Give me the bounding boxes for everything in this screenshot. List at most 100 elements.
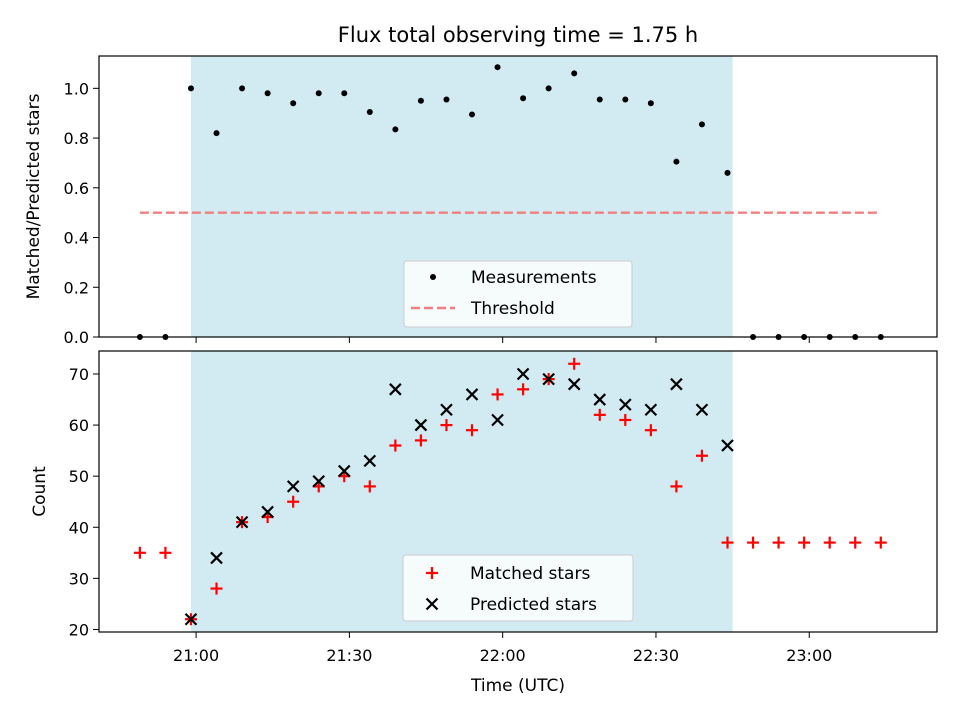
measurement-point [596, 96, 603, 103]
matched-star-point [287, 495, 300, 508]
top-x-ticks [195, 337, 810, 343]
matched-star-point [466, 424, 479, 437]
measurement-point [187, 85, 194, 92]
x-b [593, 393, 607, 406]
matched-star-point [517, 383, 530, 396]
top-y-tick-label: 0.2 [64, 278, 89, 297]
predicted-star-point [389, 383, 402, 396]
predicted-star-point [210, 551, 223, 565]
matched-star-point [747, 536, 760, 549]
top-y-axis-label: Matched/Predicted stars [24, 93, 44, 299]
matched-star-point [695, 449, 708, 462]
measurement-point [417, 97, 424, 104]
predicted-star-point [593, 393, 607, 406]
predicted-star-point [619, 398, 632, 411]
bottom-panel: 20 30 40 50 60 70 21:00 21:30 22:00 22:30 23:00 C… [30, 350, 938, 696]
predicted-star-point [261, 505, 274, 519]
bottom-y-tick-label: 40 [69, 518, 89, 537]
x-b [286, 480, 300, 493]
x-b [516, 367, 530, 381]
bottom-y-tick-label: 20 [69, 620, 89, 639]
measurement-point [571, 70, 578, 77]
top-panel: 0.0 0.2 0.4 0.6 0.8 1.0 Matched/Predicted sta… [24, 55, 938, 347]
predicted-star-point [184, 612, 198, 626]
top-y-tick-label: 0.6 [64, 179, 89, 198]
x-b [695, 403, 709, 417]
x-b [542, 372, 555, 386]
matched-star-point [440, 419, 453, 432]
bottom-x-ticks: 21:00 21:30 22:00 22:30 23:00 [173, 632, 832, 665]
x-b [567, 377, 581, 391]
predicted-star-point [286, 480, 300, 493]
bottom-legend: Matched stars Predicted stars [402, 554, 634, 622]
matched-star-point [568, 357, 581, 370]
x-b [312, 475, 325, 488]
x-b [389, 383, 402, 396]
legend-threshold-label: Threshold [470, 299, 555, 319]
matched-star-point [772, 536, 785, 549]
predicted-star-point [721, 439, 734, 452]
predicted-star-point [644, 403, 658, 417]
predicted-star-point [695, 403, 709, 417]
predicted-star-point [516, 367, 530, 381]
predicted-star-point [414, 418, 428, 432]
x-b [440, 403, 453, 417]
legend-matched-marker [426, 567, 438, 579]
top-y-tick-label: 0.0 [64, 328, 89, 347]
measurement-point [341, 90, 348, 97]
x-tick-label: 21:00 [173, 646, 219, 665]
legend-matched-label: Matched stars [470, 564, 590, 584]
matched-star-point [823, 536, 836, 549]
legend-predicted-marker [425, 597, 439, 611]
x-b [425, 597, 439, 611]
bottom-y-tick-label: 60 [69, 416, 89, 435]
bottom-legend-box [402, 554, 634, 622]
measurement-point [213, 130, 220, 137]
matched-star-point [619, 413, 632, 426]
predicted-star-point [440, 403, 453, 417]
matched-star-point [414, 434, 427, 447]
matched-star-point [389, 439, 402, 452]
legend-predicted-label: Predicted stars [470, 595, 597, 615]
measurement-point [315, 90, 322, 97]
matched-star-point [210, 582, 223, 595]
chart-title: Flux total observing time = 1.75 h [338, 23, 698, 47]
x-b [184, 612, 198, 626]
measurement-point [264, 90, 271, 97]
x-b [210, 551, 223, 565]
legend-plus [426, 567, 438, 579]
measurement-point [724, 169, 731, 176]
legend-measurements-label: Measurements [471, 268, 597, 288]
predicted-star-point [491, 413, 504, 427]
measurement-point [494, 64, 501, 71]
predicted-star-point [542, 372, 555, 386]
bottom-y-ticks: 20 30 40 50 60 70 [69, 365, 99, 639]
predicted-star-point [337, 464, 351, 478]
bottom-y-tick-label: 50 [69, 467, 89, 486]
top-legend-box [403, 260, 633, 328]
measurement-point [545, 85, 552, 92]
x-b [670, 377, 683, 391]
x-b [235, 515, 249, 529]
legend-cross [425, 597, 439, 611]
top-y-tick-label: 1.0 [64, 79, 89, 98]
bottom-axes-frame [98, 350, 938, 633]
measurement-point [622, 96, 629, 103]
x-b [465, 388, 479, 401]
matched-star-point [363, 480, 376, 493]
measurement-point [290, 100, 297, 107]
x-b [337, 464, 351, 478]
bottom-y-tick-label: 70 [69, 365, 89, 384]
x-b [261, 505, 274, 519]
measurement-points [136, 64, 884, 340]
predicted-star-point [465, 388, 479, 401]
predicted-star-point [363, 454, 377, 468]
predicted-star-point [235, 515, 249, 529]
matched-star-point [644, 424, 657, 437]
matched-star-point [874, 536, 887, 549]
measurement-point [443, 96, 450, 103]
x-b [414, 418, 428, 432]
matched-star-point [593, 408, 606, 421]
matched-star-point [133, 546, 146, 559]
x-b [619, 398, 632, 411]
